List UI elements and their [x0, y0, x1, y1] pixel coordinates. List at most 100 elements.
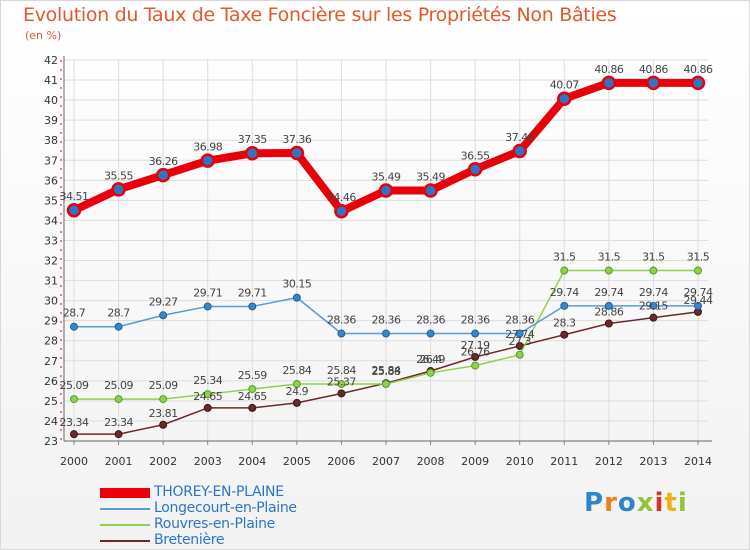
data-label: 31.5: [642, 251, 665, 264]
data-label: 36.26: [149, 155, 178, 168]
x-tick-label: 2001: [105, 455, 133, 468]
data-label: 28.36: [461, 314, 490, 327]
data-point: [114, 322, 123, 331]
legend-swatch: [100, 508, 150, 510]
data-point: [557, 91, 572, 106]
legend-label: Bretenière: [154, 532, 225, 548]
data-point: [114, 430, 123, 439]
data-label: 25.84: [372, 364, 401, 377]
x-tick-label: 2010: [506, 455, 534, 468]
data-point: [604, 266, 613, 275]
data-point: [560, 266, 569, 275]
legend-swatch: [100, 488, 150, 498]
data-label: 25.84: [282, 364, 311, 377]
data-point: [159, 420, 168, 429]
data-point: [515, 350, 524, 359]
data-label: 23.81: [149, 407, 178, 420]
data-label: 35.55: [104, 169, 133, 182]
x-tick-label: 2003: [194, 455, 222, 468]
logo-letter: r: [604, 488, 618, 518]
data-point: [337, 329, 346, 338]
data-point: [114, 395, 123, 404]
y-tick-label: 23: [44, 435, 58, 448]
data-label: 27.3: [508, 335, 531, 348]
y-tick-label: 30: [44, 295, 58, 308]
y-tick-label: 37: [44, 154, 58, 167]
y-tick-label: 41: [44, 74, 58, 87]
data-label: 28.7: [63, 307, 86, 320]
data-label: 28.86: [594, 305, 623, 318]
data-label: 31.5: [598, 251, 621, 264]
data-label: 40.07: [550, 79, 579, 92]
y-tick-label: 25: [44, 395, 58, 408]
chart-title: Evolution du Taux de Taxe Foncière sur l…: [23, 4, 617, 26]
data-point: [560, 330, 569, 339]
x-tick-label: 2013: [639, 455, 667, 468]
data-point: [159, 311, 168, 320]
x-tick-label: 2005: [283, 455, 311, 468]
y-axis: 23 24 25 26 27 28 29 30 31 32 33 34 35 36 37 38 39 40 41 42: [44, 54, 65, 448]
data-point: [646, 75, 661, 91]
data-label: 24.65: [238, 390, 267, 403]
x-axis: 2000 2001 2002 2003 2004 2005 2006 2007 2008 2009…: [60, 440, 712, 468]
logo-letter: i: [654, 488, 665, 518]
data-label: 31.5: [553, 251, 576, 264]
data-label: 40.86: [639, 63, 668, 76]
x-tick-label: 2004: [238, 455, 266, 468]
data-label: 29.74: [550, 286, 579, 299]
data-point: [337, 389, 346, 398]
data-point: [155, 167, 171, 183]
data-point: [203, 403, 212, 412]
x-tick-label: 2000: [60, 455, 88, 468]
data-label: 27.74: [505, 328, 534, 341]
data-label: 27.19: [461, 339, 490, 352]
y-tick-label: 35: [44, 194, 58, 207]
y-tick-label: 39: [44, 114, 58, 127]
data-point: [471, 361, 480, 370]
x-tick-label: 2008: [417, 455, 445, 468]
y-tick-label: 31: [44, 275, 58, 288]
data-label: 25.88: [372, 365, 401, 378]
data-point: [649, 313, 658, 322]
data-label: 28.7: [107, 307, 130, 320]
data-point: [248, 403, 257, 412]
data-label: 29.15: [639, 300, 668, 313]
data-label: 31.5: [687, 251, 710, 264]
data-point: [604, 319, 613, 328]
y-tick-label: 42: [44, 54, 58, 67]
data-label: 35.49: [372, 171, 401, 184]
legend-item: Bretenière: [100, 532, 400, 549]
data-label: 28.36: [327, 314, 356, 327]
data-point: [248, 302, 257, 311]
data-point: [337, 380, 346, 389]
data-label: 25.09: [104, 379, 133, 392]
data-point: [70, 430, 78, 439]
data-point: [426, 329, 435, 338]
data-label: 34.51: [60, 190, 89, 203]
data-label: 37.35: [238, 133, 267, 146]
y-tick-label: 40: [44, 94, 58, 107]
y-tick-label: 24: [44, 415, 58, 428]
data-label: 37.36: [282, 133, 311, 146]
data-label: 23.34: [104, 416, 133, 429]
data-point: [423, 183, 438, 198]
data-label: 29.44: [684, 294, 713, 307]
y-tick-label: 29: [44, 315, 58, 328]
data-point: [382, 380, 390, 389]
data-point: [426, 368, 435, 377]
data-label: 26.4: [419, 353, 442, 366]
data-point: [203, 302, 212, 311]
data-label: 40.86: [594, 63, 623, 76]
y-tick-label: 36: [44, 174, 58, 187]
data-point: [334, 203, 349, 219]
data-label: 26.76: [461, 346, 490, 359]
data-point: [382, 329, 390, 338]
data-point: [248, 385, 257, 394]
data-label: 36.55: [461, 149, 490, 162]
legend-label: Rouvres-en-Plaine: [154, 516, 275, 532]
legend-item: THOREY-EN-PLAINE: [100, 484, 400, 501]
logo-letter: t: [664, 488, 678, 518]
